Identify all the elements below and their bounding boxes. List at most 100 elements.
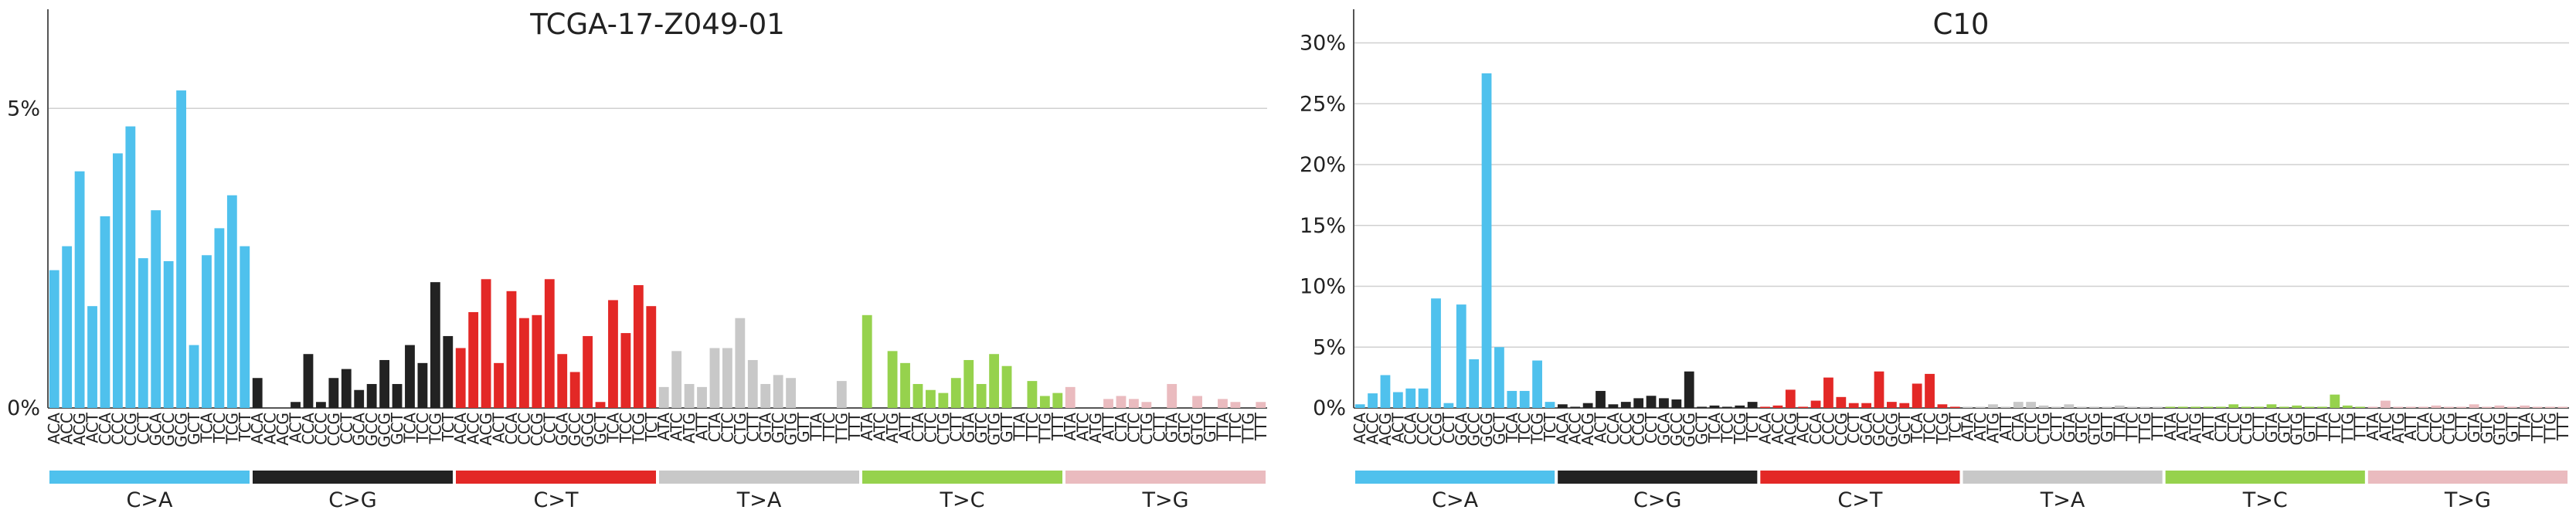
bar [341, 369, 352, 408]
x-tick-label: TTT [1048, 412, 1067, 441]
x-tick-label: TCT [1541, 412, 1559, 442]
bar [1418, 388, 1429, 408]
x-tick-label: GTA [2262, 413, 2281, 443]
bar [392, 383, 403, 408]
x-tick-label: CTA [1112, 413, 1130, 443]
bar [2203, 406, 2214, 408]
bar [303, 354, 314, 408]
bar [1596, 390, 1606, 408]
bar [583, 335, 593, 408]
bar [138, 258, 148, 408]
x-tick-label: TCA [197, 413, 216, 444]
x-tick-label: TTG [2338, 413, 2357, 444]
bar [1798, 406, 1809, 408]
x-tick-label: GCA [147, 413, 165, 446]
bar [697, 386, 707, 408]
x-tick-label: ATA [858, 413, 876, 441]
mutation-type-label: T>A [2040, 488, 2085, 512]
bar [1392, 392, 1403, 408]
bar [2304, 406, 2315, 408]
bar [1103, 399, 1113, 408]
x-tick-label: GCA [350, 413, 369, 446]
bar [1354, 404, 1365, 408]
x-tick-label: GTG [2085, 413, 2104, 446]
bar [2418, 406, 2428, 408]
x-tick-label: TTG [2136, 413, 2154, 444]
x-tick-label: GTT [2503, 412, 2521, 443]
mutation-type-band [1355, 471, 1555, 484]
bar [455, 348, 466, 408]
x-tick-label: CTC [2224, 413, 2243, 443]
bar [938, 393, 949, 408]
bar [1620, 402, 1631, 408]
bar [189, 345, 199, 408]
x-tick-label: ATC [871, 413, 889, 441]
bar [1861, 403, 1871, 408]
x-tick-label: ACA [1756, 413, 1775, 444]
bar [1785, 389, 1796, 408]
bar [2177, 406, 2188, 408]
mutation-type-label: T>G [2444, 488, 2491, 512]
y-tick-label: 20% [1300, 153, 1346, 177]
x-tick-label: TCA [1908, 413, 1926, 444]
x-tick-label: ATC [1971, 413, 1990, 441]
bar [1899, 403, 1910, 408]
x-tick-label: ATT [2199, 412, 2217, 440]
bar [2506, 406, 2517, 408]
x-tick-label: ACG [1376, 413, 1395, 446]
bar [1494, 347, 1504, 408]
x-tick-label: CTG [2034, 413, 2053, 445]
x-tick-label: CCA [1402, 413, 1420, 445]
x-tick-label: GCA [1857, 413, 1876, 446]
x-tick-label: GTC [2072, 413, 2091, 444]
x-tick-label: ACC [1769, 413, 1787, 444]
bar [2292, 405, 2302, 408]
bar [1469, 359, 1480, 408]
x-tick-label: ATT [1099, 412, 1118, 440]
x-tick-label: GTT [2098, 412, 2116, 443]
bar [1937, 404, 1948, 408]
bar [1456, 304, 1466, 408]
bar [1721, 406, 1732, 408]
x-tick-label: TTC [2528, 413, 2547, 442]
x-tick-label: TTA [1213, 413, 1232, 442]
bar [366, 383, 377, 408]
bar [87, 306, 97, 408]
x-tick-label: TTT [2554, 412, 2572, 441]
bar [354, 389, 365, 408]
x-tick-label: ATG [2389, 413, 2408, 444]
bar [1912, 383, 1922, 408]
x-tick-label: ATG [680, 413, 698, 444]
bar [1646, 396, 1657, 408]
x-tick-label: CTG [2237, 413, 2255, 445]
bar [494, 362, 504, 408]
bar [976, 383, 987, 408]
x-tick-label: GTG [1188, 413, 1207, 446]
x-tick-label: ATT [693, 412, 712, 440]
x-tick-label: ATG [1983, 413, 2002, 444]
bar [1975, 406, 1986, 408]
x-tick-label: ACT [287, 412, 305, 443]
chart-panel-1: 0%5%TCGA-17-Z049-01ACAACCACGACTCCACCCCCG… [7, 8, 1270, 512]
bar [226, 195, 237, 408]
x-tick-label: GTT [997, 412, 1016, 443]
bar [1608, 404, 1619, 408]
x-tick-label: TCG [629, 413, 647, 445]
bar [2165, 406, 2176, 408]
bar [2064, 404, 2075, 408]
bar [1836, 396, 1847, 408]
x-tick-label: TTG [2540, 413, 2559, 444]
bar [1963, 406, 1973, 408]
y-tick-label: 25% [1300, 92, 1346, 116]
x-tick-label: ATA [1061, 413, 1079, 441]
x-tick-label: TTT [2148, 412, 2166, 441]
mutation-type-label: T>C [940, 488, 985, 512]
mutation-type-band [862, 471, 1062, 484]
mutation-type-band [1558, 471, 1758, 484]
bar [252, 378, 263, 408]
x-tick-label: ATA [1959, 413, 1977, 441]
chart-title: TCGA-17-Z049-01 [529, 8, 785, 41]
x-tick-label: TTT [2351, 412, 2370, 441]
x-tick-label: CTT [1150, 412, 1168, 442]
